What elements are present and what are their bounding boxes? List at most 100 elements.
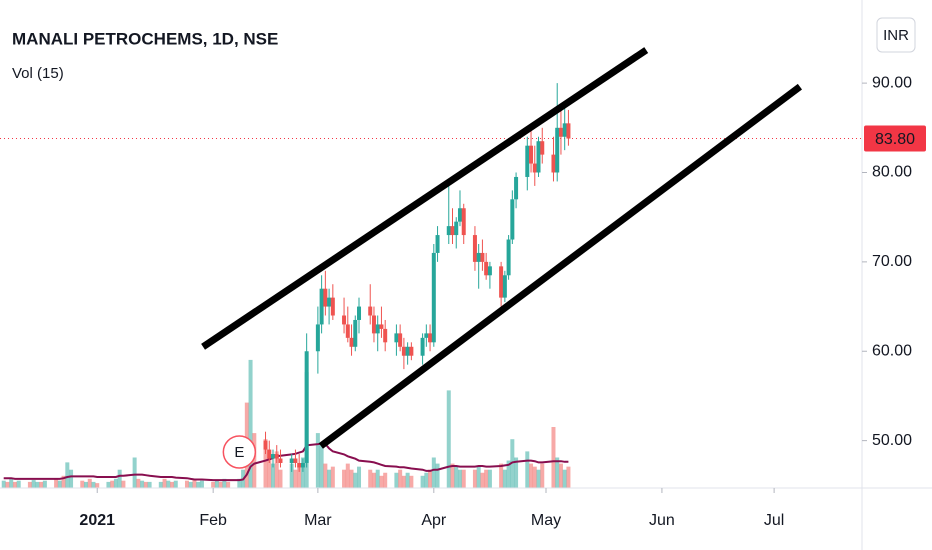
- candle-body: [502, 275, 507, 298]
- volume-bar: [69, 469, 74, 488]
- volume-ma-line: [3, 442, 569, 482]
- volume-bar: [80, 480, 85, 488]
- earnings-marker: [222, 435, 257, 469]
- candle-body: [270, 454, 275, 459]
- candle-body: [353, 319, 358, 347]
- volume-bar: [536, 469, 541, 488]
- candle-body: [424, 333, 429, 338]
- volume-bar: [472, 469, 477, 488]
- volume-bar: [532, 466, 537, 488]
- x-tick-label: Jul: [764, 512, 784, 529]
- candle-body: [446, 226, 451, 236]
- x-tick-label: Apr: [421, 512, 447, 529]
- candle-body: [327, 297, 332, 307]
- candle-body: [405, 346, 410, 356]
- volume-bar: [162, 478, 167, 488]
- candle-body: [457, 208, 462, 222]
- y-tick-label: 90.00: [872, 74, 912, 91]
- volume-bar: [435, 463, 440, 488]
- volume-bar: [424, 472, 429, 488]
- volume-bar: [371, 472, 376, 488]
- volume-bar: [487, 469, 492, 488]
- volume-bar: [110, 480, 115, 488]
- volume-bar: [267, 457, 272, 488]
- candle-body: [315, 324, 320, 352]
- volume-bar: [446, 390, 451, 488]
- volume-bar: [540, 463, 545, 488]
- volume-bar: [117, 469, 122, 488]
- candle-body: [357, 306, 362, 320]
- candle-body: [289, 458, 294, 463]
- candle-body: [297, 462, 302, 468]
- candle-body: [487, 266, 492, 276]
- volume-bar: [457, 469, 462, 488]
- chart-title: MANALI PETROCHEMS, 1D, NSE: [12, 29, 278, 48]
- volume-bar: [218, 481, 223, 488]
- volume-bar: [480, 472, 485, 488]
- volume-bar: [173, 480, 178, 488]
- volume-bar: [502, 469, 507, 488]
- candle-body: [484, 261, 489, 276]
- volume-bar: [143, 481, 148, 488]
- currency-label[interactable]: INR: [883, 27, 909, 44]
- volume-bar: [31, 480, 36, 488]
- candle-body: [263, 440, 268, 450]
- volume-bar: [57, 480, 62, 488]
- volume-bar: [9, 478, 14, 488]
- candle-body: [278, 458, 283, 463]
- candle-body: [562, 123, 567, 137]
- volume-bar: [409, 475, 414, 488]
- candle-body: [319, 288, 324, 325]
- volume-bar: [398, 469, 403, 488]
- volume-bar: [42, 480, 47, 488]
- volume-bar: [27, 481, 32, 488]
- candle-body: [409, 346, 414, 356]
- volume-bar: [196, 481, 201, 488]
- volume-bar: [12, 481, 17, 488]
- x-tick-label: Feb: [199, 512, 227, 529]
- volume-bar: [461, 469, 466, 488]
- candle-body: [529, 145, 534, 164]
- volume-bar: [525, 451, 530, 488]
- volume-bar: [555, 457, 560, 488]
- candle-body: [394, 333, 399, 343]
- candle-body: [506, 239, 511, 276]
- candle-body: [525, 145, 530, 177]
- currency-button[interactable]: [876, 17, 916, 53]
- volume-bar: [566, 466, 571, 488]
- volume-bar: [278, 469, 283, 488]
- volume-bar: [113, 478, 118, 488]
- candle-body: [398, 333, 403, 347]
- candle-body: [558, 127, 563, 137]
- volume-legend: Vol (15): [12, 65, 64, 82]
- volume-bar: [226, 481, 231, 488]
- volume-bar: [510, 439, 515, 488]
- volume-bar: [188, 481, 193, 488]
- candle-body: [499, 266, 504, 298]
- volume-bar: [39, 481, 44, 488]
- volume-bar: [5, 481, 10, 488]
- volume-bar: [506, 460, 511, 488]
- volume-bar: [121, 480, 126, 488]
- volume-bar: [428, 469, 433, 488]
- y-tick-label: 50.00: [872, 432, 912, 449]
- volume-bar: [562, 469, 567, 488]
- candle-body: [401, 346, 406, 356]
- volume-bar: [379, 475, 384, 488]
- volume-bar: [327, 469, 332, 488]
- candle-body: [345, 324, 350, 338]
- candle-body: [323, 288, 328, 307]
- volume-bar: [166, 480, 171, 488]
- candle-body: [510, 199, 515, 240]
- x-tick-label: 2021: [79, 512, 115, 529]
- candle-body: [274, 454, 279, 459]
- volume-bar: [342, 469, 347, 488]
- volume-bar: [297, 466, 302, 488]
- volume-bar: [16, 480, 21, 488]
- trend-line: [318, 83, 803, 449]
- volume-bar: [323, 463, 328, 488]
- candle-body: [371, 315, 376, 334]
- volume-bar: [136, 478, 141, 488]
- candle-body: [375, 324, 380, 334]
